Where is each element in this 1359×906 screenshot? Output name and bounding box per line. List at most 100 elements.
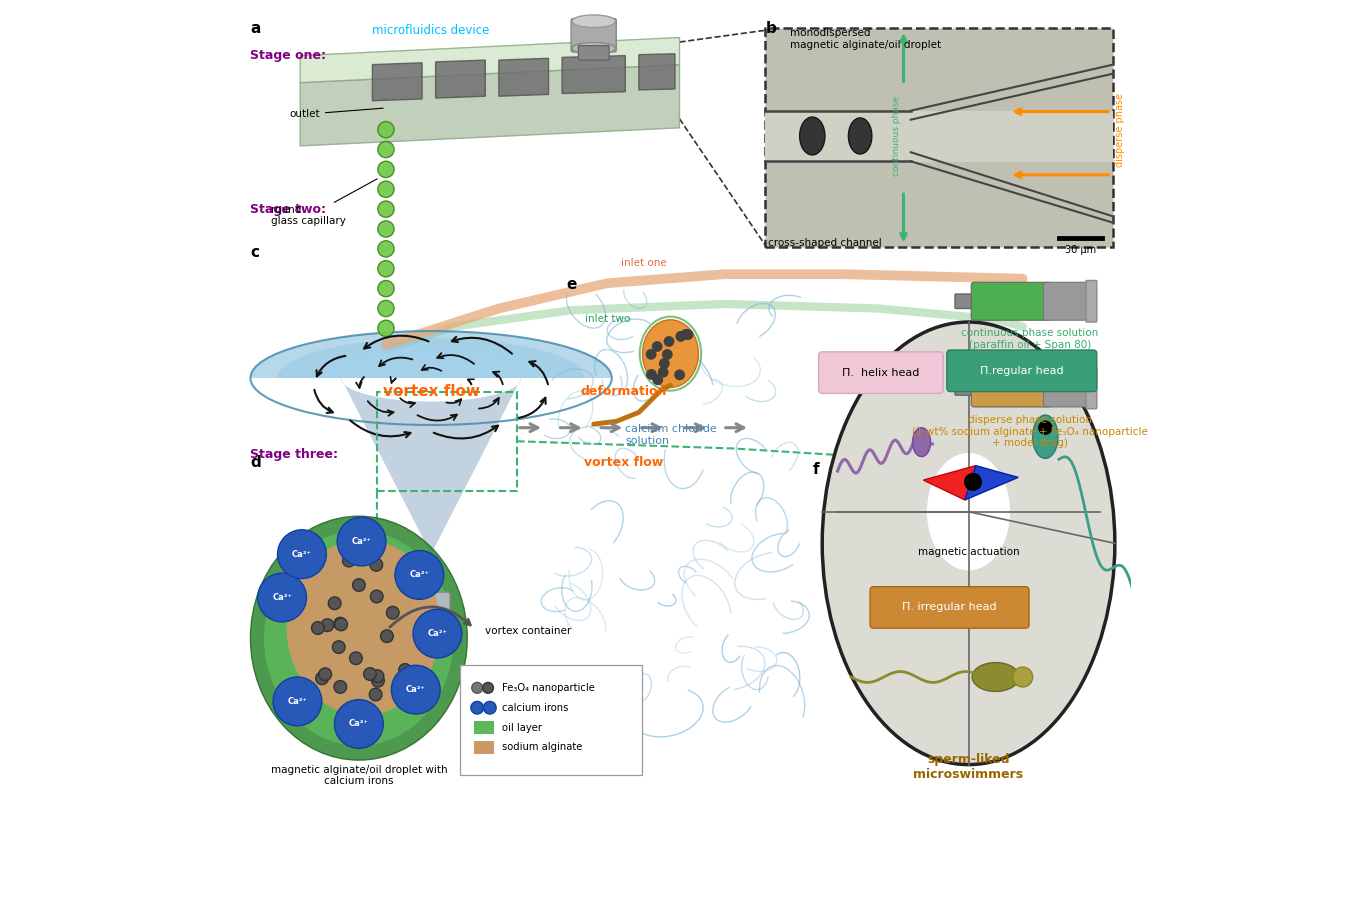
- Text: cross-shaped channel: cross-shaped channel: [768, 237, 882, 247]
- Ellipse shape: [643, 320, 699, 388]
- Circle shape: [472, 682, 482, 693]
- Ellipse shape: [264, 531, 454, 746]
- FancyBboxPatch shape: [818, 352, 943, 393]
- Ellipse shape: [822, 322, 1114, 765]
- Circle shape: [398, 663, 412, 676]
- Text: Ca²⁺: Ca²⁺: [349, 719, 368, 728]
- Text: continuous phase: continuous phase: [892, 96, 901, 176]
- Text: magnetic alginate/oil droplet: magnetic alginate/oil droplet: [790, 40, 940, 50]
- Text: Stage two:: Stage two:: [250, 203, 326, 216]
- Text: e: e: [567, 277, 578, 292]
- Text: Ca²⁺: Ca²⁺: [272, 593, 292, 602]
- FancyBboxPatch shape: [1086, 367, 1097, 409]
- Circle shape: [646, 349, 656, 360]
- Text: deformation: deformation: [580, 385, 667, 398]
- Polygon shape: [300, 37, 680, 82]
- Circle shape: [663, 336, 674, 347]
- Text: Fe₃O₄ nanoparticle: Fe₃O₄ nanoparticle: [503, 683, 595, 693]
- Text: inlet two: inlet two: [584, 314, 631, 324]
- Text: Π. irregular head: Π. irregular head: [902, 602, 998, 612]
- Text: Stage one:: Stage one:: [250, 49, 326, 63]
- Circle shape: [333, 641, 345, 653]
- Circle shape: [674, 370, 685, 381]
- FancyBboxPatch shape: [412, 593, 450, 644]
- Circle shape: [349, 652, 363, 665]
- Circle shape: [378, 121, 394, 138]
- Text: continuous phase solution
(paraffin oil + Span 80): continuous phase solution (paraffin oil …: [961, 328, 1098, 350]
- Text: oil layer: oil layer: [503, 723, 542, 733]
- Circle shape: [277, 530, 326, 579]
- Circle shape: [273, 677, 322, 726]
- FancyBboxPatch shape: [1044, 369, 1093, 407]
- Text: sodium alginate: sodium alginate: [503, 742, 583, 753]
- Circle shape: [352, 579, 366, 592]
- Ellipse shape: [912, 428, 931, 457]
- Circle shape: [652, 374, 663, 385]
- Circle shape: [470, 701, 484, 714]
- Text: calcium irons: calcium irons: [503, 703, 569, 713]
- Circle shape: [329, 597, 341, 610]
- Circle shape: [370, 689, 382, 701]
- FancyBboxPatch shape: [579, 45, 609, 60]
- Text: disperse phase: disperse phase: [1114, 92, 1125, 167]
- FancyBboxPatch shape: [765, 27, 1113, 247]
- Text: Ca²⁺: Ca²⁺: [288, 697, 307, 706]
- Text: Ca²⁺: Ca²⁺: [406, 685, 425, 694]
- Ellipse shape: [572, 43, 616, 54]
- Polygon shape: [639, 53, 675, 90]
- Circle shape: [334, 680, 347, 693]
- Text: outlet: outlet: [289, 108, 383, 120]
- Circle shape: [378, 161, 394, 178]
- FancyBboxPatch shape: [955, 294, 974, 308]
- Ellipse shape: [848, 118, 872, 154]
- Text: Ca²⁺: Ca²⁺: [292, 550, 313, 559]
- Circle shape: [659, 358, 670, 369]
- Text: magnetic actuation: magnetic actuation: [917, 547, 1019, 557]
- Circle shape: [372, 674, 385, 687]
- Circle shape: [378, 261, 394, 277]
- Circle shape: [334, 699, 383, 748]
- Circle shape: [662, 349, 673, 360]
- FancyBboxPatch shape: [947, 350, 1097, 391]
- Text: magnetic alginate/oil droplet with
calcium irons: magnetic alginate/oil droplet with calci…: [270, 765, 447, 786]
- Ellipse shape: [1033, 415, 1057, 458]
- Text: Ca²⁺: Ca²⁺: [352, 537, 371, 546]
- Text: monodispersed: monodispersed: [790, 28, 870, 38]
- FancyBboxPatch shape: [972, 283, 1051, 320]
- Polygon shape: [563, 55, 625, 93]
- Text: f: f: [813, 462, 819, 477]
- Text: disperse phase solution
(1 wt% sodium alginate + Fe₃O₄ nanoparticle
+ model drug: disperse phase solution (1 wt% sodium al…: [912, 415, 1148, 448]
- Text: Ca²⁺: Ca²⁺: [409, 571, 429, 580]
- Text: sperm-liked
microswimmers: sperm-liked microswimmers: [913, 753, 1023, 781]
- Circle shape: [378, 301, 394, 316]
- Polygon shape: [965, 466, 1018, 500]
- Circle shape: [378, 241, 394, 257]
- Circle shape: [675, 331, 686, 342]
- FancyBboxPatch shape: [870, 587, 1029, 628]
- Polygon shape: [277, 338, 584, 583]
- Circle shape: [378, 281, 394, 297]
- Circle shape: [395, 551, 444, 600]
- Circle shape: [482, 682, 493, 693]
- FancyBboxPatch shape: [474, 741, 495, 754]
- Circle shape: [315, 672, 329, 685]
- Polygon shape: [250, 331, 612, 591]
- Text: Π.regular head: Π.regular head: [980, 366, 1064, 376]
- Circle shape: [321, 619, 334, 631]
- Text: calcium chloride
solution: calcium chloride solution: [625, 424, 718, 446]
- Text: 30 μm: 30 μm: [1065, 246, 1097, 255]
- Text: vortex flow: vortex flow: [383, 384, 480, 399]
- Circle shape: [334, 617, 347, 630]
- Text: a: a: [250, 21, 261, 36]
- Text: round
glass capillary: round glass capillary: [272, 205, 347, 226]
- Ellipse shape: [799, 117, 825, 155]
- Circle shape: [334, 618, 348, 631]
- Circle shape: [1038, 420, 1052, 435]
- Polygon shape: [314, 348, 549, 574]
- Ellipse shape: [972, 662, 1019, 691]
- Ellipse shape: [287, 539, 440, 716]
- Text: microfluidics device: microfluidics device: [372, 24, 489, 37]
- Circle shape: [381, 630, 393, 642]
- Text: c: c: [250, 246, 260, 260]
- Circle shape: [371, 590, 383, 602]
